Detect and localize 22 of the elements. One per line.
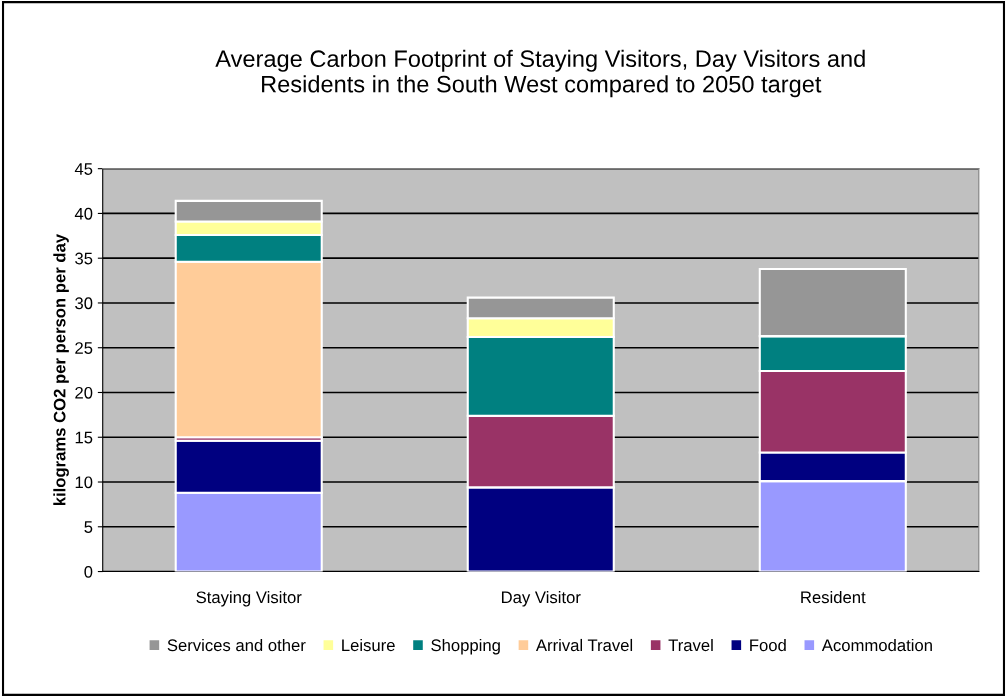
y-tick-label: 10	[75, 476, 93, 489]
legend-label: Services and other	[167, 638, 306, 652]
y-tick-label: 35	[75, 252, 93, 265]
y-tick-label: 15	[75, 431, 93, 444]
y-tick-label: 5	[84, 521, 93, 533]
x-tick-label: Staying Visitor	[196, 590, 302, 607]
x-tick-label: Resident	[801, 590, 866, 604]
legend-label: Food	[750, 638, 786, 652]
y-tick-label: 0	[84, 565, 93, 578]
y-tick-label: 25	[75, 342, 93, 354]
legend-label: Shopping	[431, 638, 500, 655]
y-axis-title: kilograms CO2 per person per day	[53, 234, 69, 506]
chart-title: Average Carbon Footprint of Staying Visitors, Day Visitors and Residents in the South West compared to 2050 target	[215, 49, 865, 98]
y-tick-label: 40	[74, 207, 93, 220]
legend-label: Leisure	[342, 638, 395, 652]
y-tick-label: 45	[74, 163, 93, 175]
legend-label: Travel	[668, 638, 713, 652]
y-tick-label: 20	[75, 386, 93, 399]
x-tick-label: Day Visitor	[501, 590, 581, 607]
legend-label: Arrival Travel	[535, 638, 633, 652]
legend-label: Acommodation	[821, 638, 932, 652]
y-tick-label: 30	[75, 297, 93, 310]
